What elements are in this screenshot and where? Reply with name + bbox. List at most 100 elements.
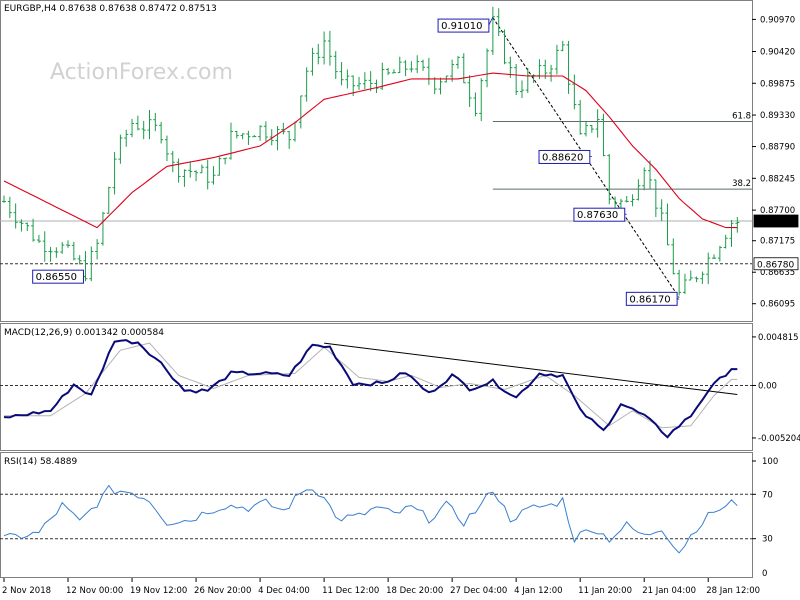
annotation-0-86170: 0.86170 (625, 291, 680, 306)
candle (159, 121, 164, 144)
candle (19, 219, 24, 232)
candle (502, 29, 507, 65)
candle (519, 80, 524, 99)
candle (473, 92, 478, 117)
annotation-text: 0.86170 (629, 294, 670, 305)
candle (287, 130, 292, 149)
candle (298, 95, 303, 129)
candle (386, 67, 391, 75)
macd-trendline (324, 342, 738, 396)
candle (642, 167, 647, 191)
candle (450, 59, 455, 82)
candle (636, 179, 641, 201)
candle (36, 234, 41, 243)
price-tick-label: 0.90970 (760, 15, 795, 25)
annotation-pointer (676, 297, 680, 300)
annotation-box (625, 291, 678, 306)
candle (345, 69, 350, 89)
candle (100, 211, 105, 246)
price-series: 61.8 38.2 (0, 6, 752, 298)
candle (566, 40, 571, 94)
annotation-0-87630: 0.87630 (573, 207, 627, 222)
candle (467, 75, 472, 107)
candle (95, 239, 100, 260)
macd-line (3, 339, 738, 439)
candle (712, 254, 717, 259)
rsi-tick-label: 30 (762, 535, 773, 545)
candle (130, 118, 135, 138)
macd-tick-label: -0.005204 (758, 434, 800, 444)
candle (293, 121, 297, 142)
x-tick-label: 4 Dec 04:00 (258, 586, 310, 596)
candle (362, 72, 367, 90)
candle (263, 121, 268, 142)
candle (281, 122, 286, 135)
candle (374, 79, 379, 94)
candle (717, 245, 722, 262)
candle (71, 241, 76, 261)
price-trendline (492, 17, 680, 298)
candle (89, 246, 94, 282)
annotation-0-88620: 0.88620 (538, 149, 592, 164)
x-tick-label: 11 Dec 12:00 (322, 586, 379, 596)
rsi-tick-label: 100 (762, 457, 778, 467)
annotation-box (437, 18, 490, 33)
rsi-tick-label: 70 (762, 490, 773, 500)
candle (13, 203, 18, 229)
moving-average-line (3, 72, 738, 229)
candle (648, 160, 653, 190)
price-tick-label: 0.89330 (760, 111, 795, 121)
annotation-0-91010: 0.91010 (437, 16, 494, 33)
candle (327, 30, 332, 66)
candle (735, 217, 740, 233)
candle (391, 69, 396, 74)
candle (176, 158, 181, 183)
candle (357, 76, 362, 90)
candle (188, 161, 193, 178)
price-title: EURGBP,H4 0.87638 0.87638 0.87472 0.8751… (4, 4, 217, 14)
price-panel-frame (0, 0, 753, 322)
candle (240, 133, 245, 140)
macd-signal-line (4, 342, 738, 429)
candle (560, 40, 565, 52)
rsi-line (3, 484, 738, 554)
annotation-text: 0.91010 (441, 21, 482, 32)
candle (729, 220, 734, 247)
candle (118, 134, 123, 164)
candle (304, 67, 309, 102)
candle (595, 109, 600, 138)
candle (234, 130, 239, 139)
candle (397, 56, 402, 74)
candle (630, 194, 635, 207)
candle (584, 121, 588, 137)
candle (421, 59, 426, 71)
candle (246, 130, 251, 145)
watermark: ActionForex.com (50, 60, 233, 85)
candle (2, 195, 6, 203)
candle (665, 203, 670, 246)
candle (368, 71, 373, 92)
candle (380, 62, 385, 90)
candle (601, 113, 606, 157)
candle (153, 112, 158, 132)
annotation-text: 0.86550 (36, 272, 77, 283)
candle (426, 57, 431, 85)
x-tick-label: 2 Nov 2018 (2, 586, 51, 596)
candle (403, 60, 408, 77)
candle (60, 242, 65, 254)
current-price-badge-box (753, 214, 799, 228)
macd-series (0, 339, 752, 439)
x-tick-label: 27 Dec 04:00 (450, 586, 507, 596)
macd-panel-frame (0, 323, 753, 451)
price-tick-label: 0.88245 (760, 174, 795, 184)
candle (211, 166, 216, 185)
axes: 0.90970 0.90420 0.89875 0.89330 0.88790 0.882… (2, 15, 800, 596)
candle (316, 43, 321, 65)
annotation-0-86550: 0.86550 (32, 269, 86, 284)
candle (223, 157, 228, 165)
support-price-badge: 0.86780 (753, 257, 799, 270)
candle (607, 153, 612, 205)
candle (677, 269, 682, 296)
fib-label-38-2: 38.2 (732, 179, 751, 189)
